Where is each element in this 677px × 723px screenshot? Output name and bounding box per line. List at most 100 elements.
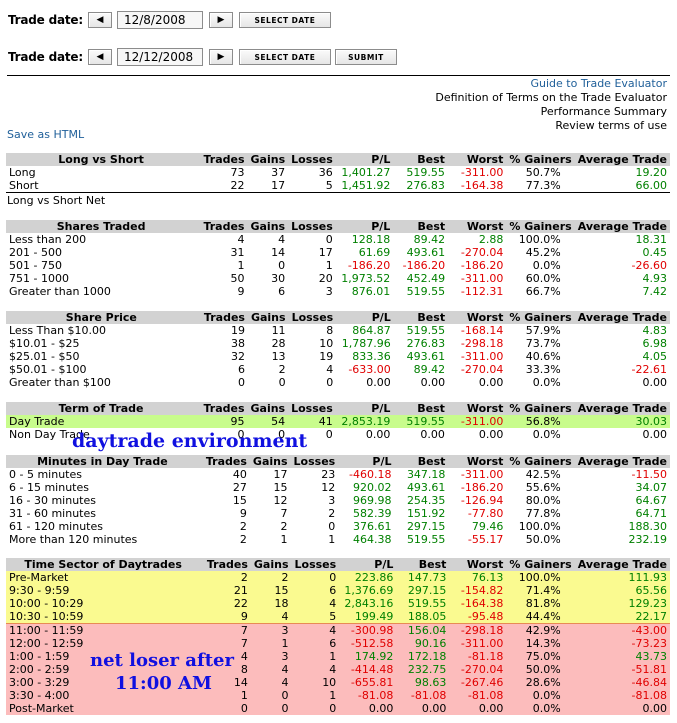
select-date-button[interactable]: SELECT DATE bbox=[238, 12, 331, 28]
cell-trades: 38 bbox=[230, 337, 245, 350]
cell--gainers: 75.0% bbox=[506, 650, 575, 663]
trade-date-input[interactable] bbox=[116, 48, 203, 66]
cell-trades: 95 bbox=[196, 415, 248, 428]
next-date-button[interactable]: ▶ bbox=[208, 12, 233, 28]
cell-best: 519.55 bbox=[406, 324, 446, 337]
save-as-html-link[interactable]: Save as HTML bbox=[7, 128, 85, 141]
cell--gainers: 0.0% bbox=[506, 689, 575, 702]
cell--gainers: 50.0% bbox=[525, 533, 561, 546]
cell-worst: -311.00 bbox=[447, 415, 507, 428]
performance-summary-link[interactable]: Performance Summary bbox=[540, 105, 667, 118]
prev-date-button[interactable]: ◀ bbox=[87, 12, 112, 28]
submit-button[interactable]: SUBMIT bbox=[334, 49, 397, 65]
cell-losses: 12 bbox=[321, 481, 336, 494]
terms-of-use-link[interactable]: Review terms of use bbox=[555, 119, 667, 132]
cell-worst: -267.46 bbox=[449, 676, 507, 689]
cell--gainers: 55.6% bbox=[525, 481, 561, 494]
cell-worst: -311.00 bbox=[449, 637, 507, 650]
cell-worst: -311.00 bbox=[460, 468, 504, 481]
select-date-button[interactable]: SELECT DATE bbox=[238, 49, 331, 65]
table-row: $10.01 - $25 38 28 10 1,787.96 276.83 -298.18 7… bbox=[6, 337, 670, 350]
table-row: 10:00 - 10:29 22 18 4 2,843.16 519.55 -164.38 8… bbox=[6, 597, 670, 610]
table-title: Time Sector of Daytrades bbox=[6, 558, 201, 571]
column-header: Trades bbox=[198, 455, 250, 468]
cell-p-l: -512.58 bbox=[339, 637, 397, 650]
cell-trades: 7 bbox=[200, 637, 251, 650]
cell-best: 151.92 bbox=[406, 507, 446, 520]
cell-trades: 6 bbox=[237, 363, 245, 376]
daytrade-annotation: daytrade environment bbox=[72, 430, 308, 452]
cell--gainers: 42.5% bbox=[525, 468, 561, 481]
cell-best: 276.83 bbox=[393, 179, 448, 193]
guide-link[interactable]: Guide to Trade Evaluator bbox=[530, 77, 668, 90]
cell-average-trade: 111.93 bbox=[574, 571, 670, 584]
row-label: Less than 200 bbox=[9, 233, 87, 246]
table-title: Long vs Short bbox=[6, 153, 197, 166]
cell-gains: 3 bbox=[250, 650, 292, 663]
cell-losses: 8 bbox=[326, 324, 334, 337]
row-label: 9:30 - 9:59 bbox=[6, 584, 201, 597]
cell-average-trade: 232.19 bbox=[628, 533, 668, 546]
cell-average-trade: -73.23 bbox=[574, 637, 670, 650]
cell-losses: 6 bbox=[291, 637, 340, 650]
cell-losses: 17 bbox=[318, 246, 333, 259]
cell-worst: 0.00 bbox=[478, 428, 504, 441]
cell-best: 519.55 bbox=[406, 533, 446, 546]
column-header: Trades bbox=[196, 153, 248, 166]
net-loser-annotation-line2: 11:00 AM bbox=[115, 673, 212, 694]
cell-trades: 9 bbox=[239, 507, 247, 520]
table-row: Greater than $100 0 0 0 0.00 0.00 0.00 0.0% 0.00 bbox=[6, 376, 670, 389]
cell-gains: 0 bbox=[250, 702, 292, 715]
cell-best: 254.35 bbox=[406, 494, 446, 507]
cell--gainers: 44.4% bbox=[506, 610, 575, 624]
cell-gains: 15 bbox=[250, 584, 292, 597]
cell-trades: 2 bbox=[200, 571, 251, 584]
cell-p-l: 864.87 bbox=[352, 324, 391, 337]
cell-worst: -270.04 bbox=[460, 363, 504, 376]
definitions-link[interactable]: Definition of Terms on the Trade Evaluat… bbox=[435, 91, 667, 104]
table-row: Less than 200 4 4 0 128.18 89.42 2.88 100.0% 18.… bbox=[6, 233, 670, 246]
cell-average-trade: 188.30 bbox=[628, 520, 668, 533]
cell-best: 519.55 bbox=[406, 285, 446, 298]
cell--gainers: 14.3% bbox=[506, 637, 575, 650]
column-header: Gains bbox=[247, 311, 289, 324]
trade-date-input[interactable] bbox=[116, 11, 203, 29]
column-header: Trades bbox=[196, 220, 248, 233]
cell-trades: 2 bbox=[239, 520, 247, 533]
cell-trades: 0 bbox=[237, 428, 245, 441]
chevron-right-icon: ▶ bbox=[217, 15, 225, 25]
prev-date-button[interactable]: ◀ bbox=[87, 49, 112, 65]
cell-trades: 8 bbox=[200, 663, 251, 676]
cell-average-trade: 19.20 bbox=[635, 166, 668, 179]
column-header: Worst bbox=[447, 402, 507, 415]
cell-p-l: 128.18 bbox=[351, 233, 391, 246]
cell-average-trade: -26.60 bbox=[631, 259, 667, 272]
cell-trades: 4 bbox=[200, 650, 251, 663]
cell-p-l: -655.81 bbox=[339, 676, 397, 689]
cell-worst: 76.13 bbox=[449, 571, 507, 584]
cell-gains: 3 bbox=[250, 623, 292, 637]
column-header: % Gainers bbox=[506, 153, 575, 166]
table-row: Less Than $10.00 19 11 8 864.87 519.55 -168.14… bbox=[6, 324, 670, 337]
cell-p-l: -633.00 bbox=[348, 363, 391, 376]
cell--gainers: 50.7% bbox=[525, 166, 561, 179]
row-label: 0 - 5 minutes bbox=[9, 468, 82, 481]
cell--gainers: 77.3% bbox=[506, 179, 575, 193]
table-row: 16 - 30 minutes 15 12 3 969.98 254.35 -126.94 8… bbox=[6, 494, 670, 507]
cell-gains: 4 bbox=[250, 610, 292, 624]
column-header: % Gainers bbox=[506, 455, 575, 468]
cell-trades: 14 bbox=[200, 676, 251, 689]
next-date-button[interactable]: ▶ bbox=[208, 49, 233, 65]
cell-best: 232.75 bbox=[396, 663, 450, 676]
cell-best: 519.55 bbox=[393, 415, 448, 428]
cell-average-trade: -81.08 bbox=[574, 689, 670, 702]
cell-best: 519.55 bbox=[396, 597, 450, 610]
trade-date-row-2: Trade date: ◀ ▶ SELECT DATE SUBMIT bbox=[8, 48, 397, 66]
row-label: Day Trade bbox=[6, 415, 197, 428]
cell-average-trade: 129.23 bbox=[574, 597, 670, 610]
cell-best: 147.73 bbox=[396, 571, 450, 584]
cell-trades: 1 bbox=[237, 259, 245, 272]
table-header-row: Time Sector of Daytrades Trades Gains Losse… bbox=[6, 558, 670, 571]
cell-worst: -112.31 bbox=[460, 285, 504, 298]
cell-losses: 0 bbox=[325, 428, 333, 441]
